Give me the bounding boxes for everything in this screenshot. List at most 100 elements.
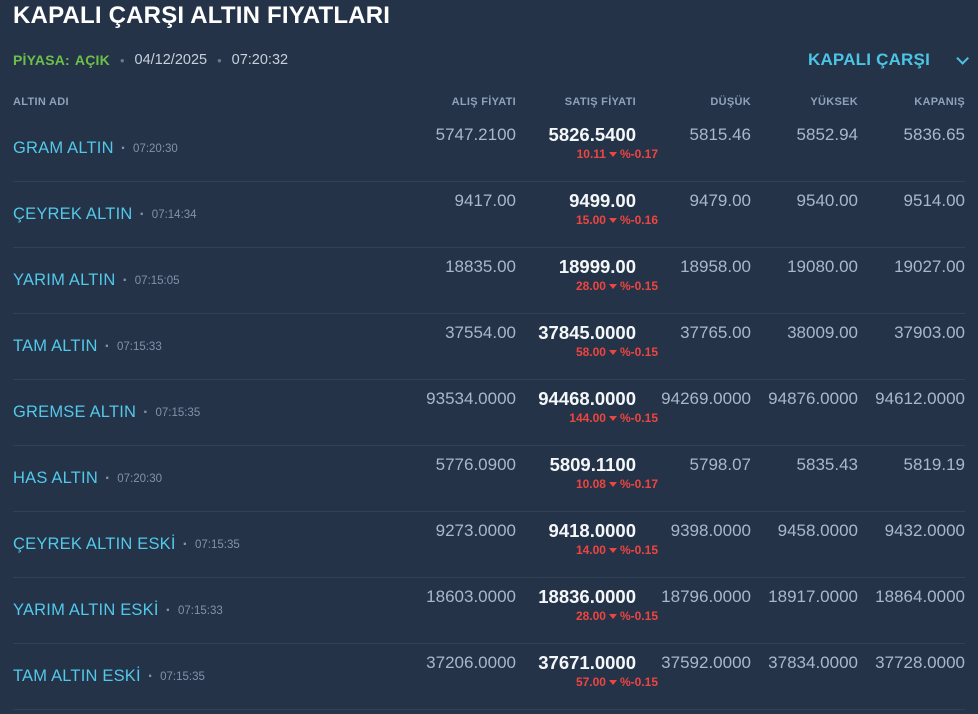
arrow-down-icon <box>608 482 617 488</box>
sell-price: 94468.0000 <box>538 388 636 409</box>
arrow-down-icon <box>608 548 617 554</box>
table-row[interactable]: ÇEYREK ALTIN 07:14:34 9417.00 9499.00 15… <box>13 182 965 248</box>
low-price: 18958.00 <box>680 257 751 276</box>
status-time: 07:20:32 <box>231 52 289 68</box>
asset-name-link[interactable]: HAS ALTIN <box>13 469 98 487</box>
change-amount: 14.00 <box>575 543 606 558</box>
market-status-group: PİYASA: AÇIK • 04/12/2025 • 07:20:32 <box>13 52 288 68</box>
high-price: 9458.0000 <box>777 521 858 540</box>
price-change: 144.00 %-0.15 <box>516 411 658 425</box>
asset-name-link[interactable]: ÇEYREK ALTIN <box>13 205 133 223</box>
asset-name-link[interactable]: YARIM ALTIN ESKİ <box>13 601 159 619</box>
asset-name-link[interactable]: TAM ALTIN ESKİ <box>13 667 141 685</box>
arrow-down-icon <box>608 680 617 686</box>
table-row[interactable]: GREMSE ALTIN 07:15:35 93534.0000 94468.0… <box>13 380 965 446</box>
sell-price-cell: 5826.5400 10.11 %-0.17 <box>516 116 658 181</box>
change-percent: %-0.15 <box>619 411 658 426</box>
buy-price: 93534.0000 <box>426 389 516 408</box>
high-price: 94876.0000 <box>768 389 858 408</box>
table-row[interactable]: ÇEYREK ALTIN ESKİ 07:15:35 9273.0000 941… <box>13 512 965 578</box>
change-amount: 10.08 <box>575 477 606 492</box>
header-yuksek: YÜKSEK <box>810 96 858 108</box>
market-selector-dropdown[interactable]: KAPALI ÇARŞI <box>807 50 969 70</box>
sell-price: 9418.0000 <box>548 520 636 541</box>
asset-name-cell: YARIM ALTIN ESKİ 07:15:33 <box>13 578 376 643</box>
close-price: 18864.0000 <box>875 587 965 606</box>
row-update-time: 07:15:35 <box>194 538 240 551</box>
close-price: 5836.65 <box>903 125 965 144</box>
low-price: 9479.00 <box>689 191 751 210</box>
table-row[interactable]: YARIM ALTIN 07:15:05 18835.00 18999.00 2… <box>13 248 965 314</box>
sell-price: 37671.0000 <box>538 652 636 673</box>
row-update-time: 07:15:35 <box>155 406 201 419</box>
low-price: 5798.07 <box>689 455 751 474</box>
asset-name-link[interactable]: TAM ALTIN <box>13 337 98 355</box>
sell-price-cell: 9418.0000 14.00 %-0.15 <box>516 512 658 577</box>
sell-price-cell: 37845.0000 58.00 %-0.15 <box>516 314 658 379</box>
page-title: KAPALI ÇARŞI ALTIN FIYATLARI <box>13 2 391 29</box>
header-satis-fiyati: SATIŞ FİYATI <box>564 96 636 108</box>
price-change: 28.00 %-0.15 <box>516 609 658 623</box>
status-date: 04/12/2025 <box>134 52 208 68</box>
buy-price: 18603.0000 <box>426 587 516 606</box>
buy-price: 18835.00 <box>445 257 516 276</box>
table-row[interactable]: GRAM ALTIN 07:20:30 5747.2100 5826.5400 … <box>13 116 965 182</box>
change-amount: 57.00 <box>575 675 606 690</box>
high-price: 37834.0000 <box>768 653 858 672</box>
sell-price: 5809.1100 <box>549 454 636 475</box>
market-status-label: PİYASA: <box>13 52 70 68</box>
market-status-value: AÇIK <box>74 52 110 68</box>
arrow-down-icon <box>608 218 617 224</box>
low-price: 9398.0000 <box>670 521 751 540</box>
change-amount: 28.00 <box>575 609 606 624</box>
table-row[interactable]: TAM ALTIN 07:15:33 37554.00 37845.0000 5… <box>13 314 965 380</box>
asset-name-cell: HAS ALTIN 07:20:30 <box>13 446 376 511</box>
asset-name-link[interactable]: GREMSE ALTIN <box>13 403 137 421</box>
separator-dot-icon: • <box>217 52 222 68</box>
high-price: 5852.94 <box>796 125 858 144</box>
asset-name-cell: TAM ALTIN ESKİ 07:15:35 <box>13 644 376 709</box>
low-price: 18796.0000 <box>661 587 751 606</box>
arrow-down-icon <box>608 152 617 158</box>
asset-name-cell: YARIM ALTIN 07:15:05 <box>13 248 376 313</box>
asset-name-link[interactable]: ÇEYREK ALTIN ESKİ <box>13 535 176 553</box>
change-percent: %-0.15 <box>619 609 658 624</box>
close-price: 94612.0000 <box>875 389 965 408</box>
asset-name-link[interactable]: GRAM ALTIN <box>13 139 114 157</box>
low-price: 37765.00 <box>680 323 751 342</box>
table-row[interactable]: YARIM ALTIN ESKİ 07:15:33 18603.0000 188… <box>13 578 965 644</box>
sell-price-cell: 37671.0000 57.00 %-0.15 <box>516 644 658 709</box>
row-update-time: 07:14:34 <box>151 208 197 221</box>
price-change: 14.00 %-0.15 <box>516 543 658 557</box>
buy-price: 37554.00 <box>445 323 516 342</box>
asset-name-link[interactable]: YARIM ALTIN <box>13 271 116 289</box>
high-price: 5835.43 <box>796 455 858 474</box>
close-price: 9514.00 <box>903 191 965 210</box>
low-price: 5815.46 <box>689 125 751 144</box>
dot-separator-icon <box>166 602 171 620</box>
change-percent: %-0.15 <box>619 345 658 360</box>
header-dusuk: DÜŞÜK <box>710 96 751 108</box>
header-kapanis: KAPANIŞ <box>914 96 965 108</box>
table-row[interactable]: HAS ALTIN 07:20:30 5776.0900 5809.1100 1… <box>13 446 965 512</box>
buy-price: 5776.0900 <box>435 455 516 474</box>
dot-separator-icon <box>139 206 144 224</box>
table-row[interactable]: TAM ALTIN ESKİ 07:15:35 37206.0000 37671… <box>13 644 965 710</box>
market-selector-label: KAPALI ÇARŞI <box>807 50 930 69</box>
price-change: 57.00 %-0.15 <box>516 675 658 689</box>
change-percent: %-0.15 <box>619 543 658 558</box>
sell-price-cell: 5809.1100 10.08 %-0.17 <box>516 446 658 511</box>
low-price: 37592.0000 <box>661 653 751 672</box>
sell-price: 37845.0000 <box>538 322 636 343</box>
high-price: 18917.0000 <box>768 587 858 606</box>
high-price: 19080.00 <box>787 257 858 276</box>
high-price: 38009.00 <box>787 323 858 342</box>
row-update-time: 07:20:30 <box>117 472 163 485</box>
sell-price-cell: 9499.00 15.00 %-0.16 <box>516 182 658 247</box>
close-price: 19027.00 <box>894 257 965 276</box>
status-bar: PİYASA: AÇIK • 04/12/2025 • 07:20:32 KAP… <box>13 50 969 70</box>
close-price: 9432.0000 <box>884 521 965 540</box>
buy-price: 5747.2100 <box>435 125 516 144</box>
sell-price-cell: 94468.0000 144.00 %-0.15 <box>516 380 658 445</box>
